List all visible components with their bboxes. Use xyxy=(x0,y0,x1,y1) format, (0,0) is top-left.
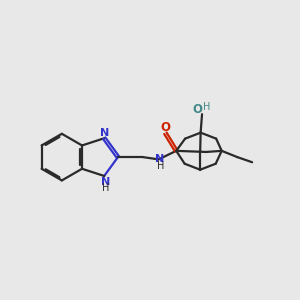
Text: N: N xyxy=(101,177,110,187)
Text: N: N xyxy=(100,128,109,138)
Text: H: H xyxy=(157,161,164,171)
Text: N: N xyxy=(155,154,165,164)
Text: H: H xyxy=(102,183,109,193)
Text: O: O xyxy=(192,103,202,116)
Text: O: O xyxy=(160,121,170,134)
Text: H: H xyxy=(203,102,211,112)
